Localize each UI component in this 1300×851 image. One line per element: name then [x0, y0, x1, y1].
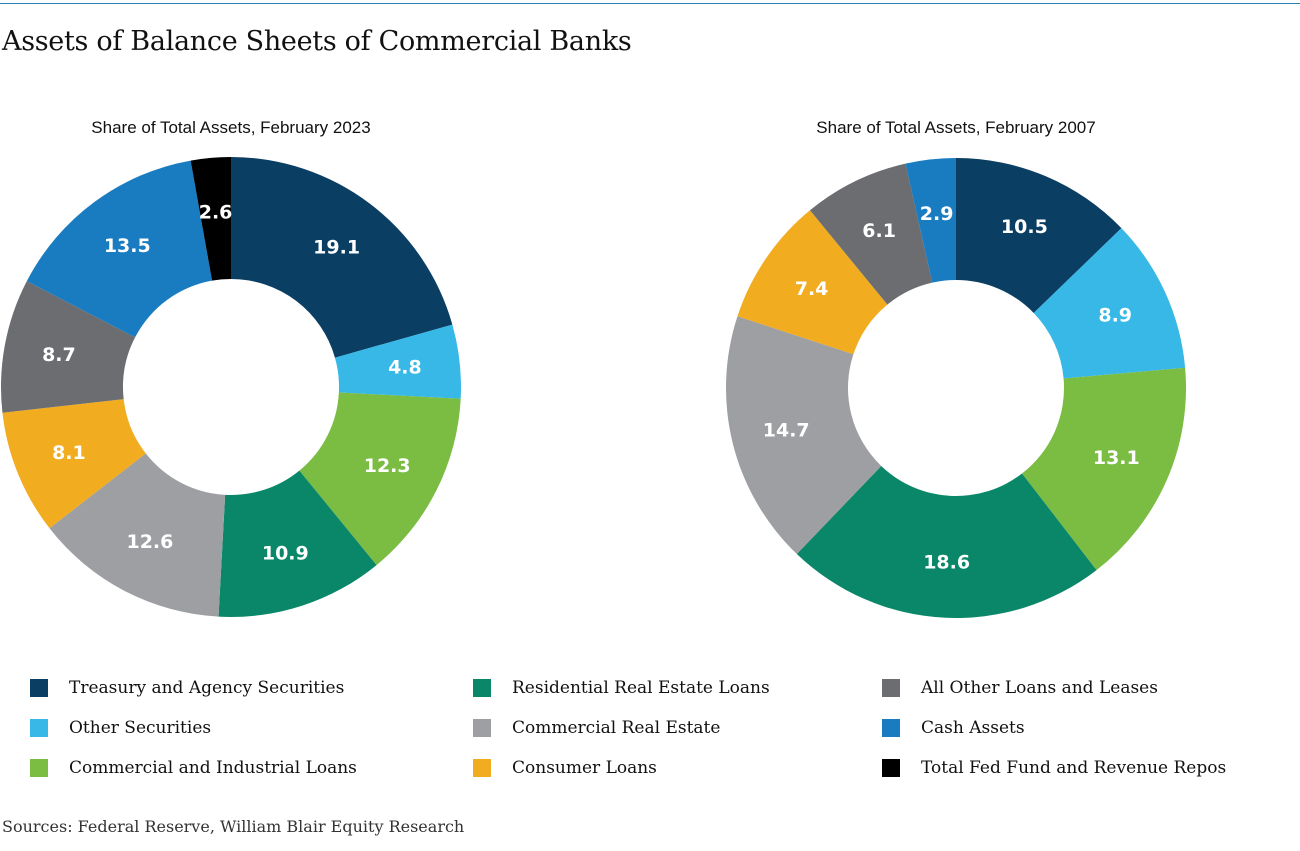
donut-slice: [218, 470, 377, 617]
legend-item-commercial-real-estate: Commercial Real Estate: [473, 716, 720, 740]
donut-slice: [334, 324, 461, 399]
slice-value-label: 10.5: [1001, 216, 1048, 238]
legend-item-other-securities: Other Securities: [30, 716, 211, 740]
source-note: Sources: Federal Reserve, William Blair …: [2, 817, 465, 836]
legend-swatch: [882, 759, 900, 777]
donut-slice: [905, 158, 956, 283]
donut-slice: [49, 453, 226, 617]
slice-value-label: 7.4: [795, 278, 829, 300]
chart-title: Assets of Balance Sheets of Commercial B…: [2, 26, 632, 57]
donut-slice: [299, 392, 461, 566]
legend-swatch: [30, 679, 48, 697]
donut-slice: [0, 281, 136, 413]
legend-item-fed-funds-repos: Total Fed Fund and Revenue Repos: [882, 756, 1226, 780]
donut-title-2023: Share of Total Assets, February 2023: [91, 118, 371, 137]
legend-label: Residential Real Estate Loans: [512, 678, 770, 698]
donut-slice: [231, 157, 453, 358]
legend-label: All Other Loans and Leases: [921, 678, 1158, 698]
slice-value-label: 6.1: [862, 220, 896, 242]
legend-swatch: [473, 759, 491, 777]
legend-swatch: [882, 679, 900, 697]
legend-item-all-other-loans: All Other Loans and Leases: [882, 676, 1158, 700]
slice-value-label: 12.3: [364, 455, 411, 477]
slice-value-label: 8.7: [42, 344, 76, 366]
legend-item-residential: Residential Real Estate Loans: [473, 676, 770, 700]
donut-slice: [956, 158, 1122, 313]
slice-value-label: 2.9: [920, 203, 954, 225]
legend-swatch: [30, 719, 48, 737]
legend-label: Treasury and Agency Securities: [69, 678, 345, 698]
slice-value-label: 13.5: [104, 235, 151, 257]
legend-label: Commercial Real Estate: [512, 718, 721, 738]
slice-value-label: 13.1: [1093, 447, 1140, 469]
legend-item-treasury: Treasury and Agency Securities: [30, 676, 344, 700]
legend-swatch: [30, 759, 48, 777]
donut-slice: [809, 163, 933, 305]
legend-item-cash-assets: Cash Assets: [882, 716, 1025, 740]
donut-slice: [737, 210, 888, 355]
legend-swatch: [882, 719, 900, 737]
donut-chart-2007: 10.5 8.9 13.1 18.6 14.7 7.4 6.1 2.9: [726, 158, 1186, 618]
donut-slice: [1033, 228, 1186, 379]
slice-value-label: 19.1: [313, 236, 360, 258]
slice-value-label: 10.9: [262, 542, 309, 564]
legend-swatch: [473, 679, 491, 697]
slice-value-label: 18.6: [923, 552, 970, 574]
legend-label: Cash Assets: [921, 718, 1025, 738]
slice-value-label: 2.6: [199, 202, 233, 224]
legend-label: Other Securities: [69, 718, 212, 738]
slice-value-label: 14.7: [763, 419, 810, 441]
donut-title-2007: Share of Total Assets, February 2007: [816, 118, 1096, 137]
top-rule: [0, 3, 1300, 4]
legend-swatch: [473, 719, 491, 737]
donut-slice: [726, 316, 882, 555]
slice-value-label: 8.1: [52, 442, 86, 464]
donut-slice: [26, 160, 213, 338]
donut-slice: [796, 465, 1097, 618]
legend-label: Consumer Loans: [512, 758, 657, 778]
legend-label: Total Fed Fund and Revenue Repos: [921, 758, 1227, 778]
slice-value-label: 4.8: [388, 356, 422, 378]
donut-slice: [2, 399, 146, 529]
legend-item-commercial-industrial: Commercial and Industrial Loans: [30, 756, 357, 780]
legend-label: Commercial and Industrial Loans: [69, 758, 357, 778]
slice-value-label: 12.6: [126, 531, 173, 553]
donut-slice: [1021, 367, 1186, 571]
donut-slice: [190, 157, 231, 281]
slice-value-label: 8.9: [1098, 304, 1132, 326]
legend-item-consumer: Consumer Loans: [473, 756, 657, 780]
donut-chart-2023: 19.1 4.8 12.3 10.9 12.6 8.1 8.7 13.5 2.6: [0, 157, 461, 617]
